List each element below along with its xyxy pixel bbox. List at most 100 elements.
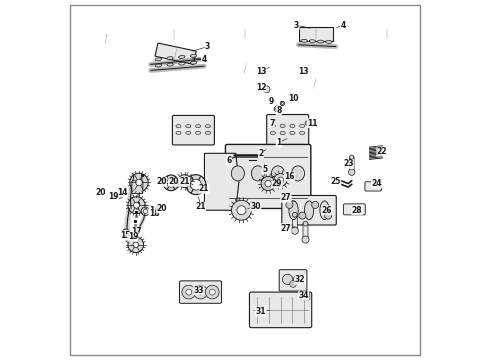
FancyBboxPatch shape — [267, 114, 309, 146]
Text: 13: 13 — [256, 67, 266, 76]
Ellipse shape — [178, 55, 185, 58]
Ellipse shape — [300, 124, 305, 128]
Text: 32: 32 — [295, 275, 305, 284]
Circle shape — [312, 201, 319, 208]
Ellipse shape — [280, 124, 285, 128]
Text: 16: 16 — [284, 172, 294, 181]
Text: 15: 15 — [121, 231, 131, 240]
Text: 34: 34 — [298, 291, 309, 300]
Ellipse shape — [301, 39, 307, 42]
FancyBboxPatch shape — [343, 204, 365, 215]
Text: 21: 21 — [196, 202, 206, 211]
Ellipse shape — [289, 201, 298, 220]
Circle shape — [294, 275, 301, 283]
FancyBboxPatch shape — [303, 223, 308, 240]
Ellipse shape — [155, 64, 162, 67]
Circle shape — [123, 231, 128, 235]
Circle shape — [286, 201, 293, 208]
FancyBboxPatch shape — [279, 270, 307, 291]
Circle shape — [128, 237, 144, 253]
FancyBboxPatch shape — [299, 292, 310, 300]
Ellipse shape — [304, 201, 314, 220]
Circle shape — [231, 200, 251, 220]
Text: 6: 6 — [226, 156, 232, 165]
Circle shape — [265, 180, 271, 187]
Text: 14: 14 — [149, 206, 160, 215]
Text: 13: 13 — [298, 67, 309, 76]
Circle shape — [205, 285, 219, 299]
Circle shape — [178, 175, 191, 188]
Circle shape — [349, 155, 354, 159]
Circle shape — [324, 212, 332, 219]
Ellipse shape — [318, 40, 324, 43]
Circle shape — [305, 121, 309, 125]
Circle shape — [186, 175, 206, 195]
Circle shape — [133, 202, 140, 208]
FancyBboxPatch shape — [349, 157, 354, 173]
Ellipse shape — [292, 166, 305, 181]
Text: 11: 11 — [307, 118, 318, 127]
Text: 25: 25 — [331, 177, 341, 186]
Ellipse shape — [167, 57, 173, 60]
Circle shape — [291, 227, 298, 234]
Text: 18: 18 — [149, 209, 160, 218]
Ellipse shape — [290, 124, 295, 128]
Circle shape — [274, 174, 287, 186]
Circle shape — [194, 285, 207, 299]
Text: 24: 24 — [371, 179, 382, 188]
Circle shape — [299, 212, 306, 219]
Text: 21: 21 — [179, 177, 190, 186]
Text: 12: 12 — [256, 83, 266, 92]
Ellipse shape — [186, 131, 191, 134]
Text: 28: 28 — [352, 206, 363, 215]
Text: 10: 10 — [288, 94, 298, 103]
Text: 1: 1 — [276, 138, 281, 147]
Text: 3: 3 — [294, 21, 299, 30]
Circle shape — [130, 173, 148, 192]
Circle shape — [237, 206, 246, 215]
Circle shape — [197, 289, 203, 295]
Text: 7: 7 — [269, 118, 274, 127]
Text: 8: 8 — [276, 106, 281, 115]
Text: 22: 22 — [377, 147, 387, 156]
Text: 26: 26 — [321, 206, 332, 215]
Circle shape — [186, 289, 192, 295]
Ellipse shape — [190, 54, 196, 57]
Polygon shape — [299, 27, 333, 41]
Circle shape — [290, 281, 296, 287]
Circle shape — [136, 179, 142, 186]
Text: 30: 30 — [250, 202, 261, 211]
Circle shape — [275, 107, 278, 110]
Circle shape — [182, 285, 196, 299]
FancyBboxPatch shape — [132, 181, 143, 194]
Ellipse shape — [205, 125, 210, 128]
Circle shape — [281, 103, 283, 104]
Text: 27: 27 — [281, 224, 291, 233]
Ellipse shape — [326, 41, 332, 44]
Text: 20: 20 — [156, 204, 167, 213]
Text: 17: 17 — [131, 227, 142, 236]
Ellipse shape — [167, 63, 173, 66]
Circle shape — [118, 192, 122, 196]
Circle shape — [274, 106, 280, 112]
FancyBboxPatch shape — [225, 144, 311, 208]
Text: 19: 19 — [108, 192, 119, 201]
Ellipse shape — [270, 131, 275, 135]
Text: 20: 20 — [169, 177, 179, 186]
Text: 14: 14 — [117, 188, 127, 197]
Text: 3: 3 — [205, 42, 210, 51]
Circle shape — [116, 190, 123, 198]
Circle shape — [280, 102, 285, 105]
FancyBboxPatch shape — [172, 116, 215, 145]
Text: 27: 27 — [281, 193, 291, 202]
Ellipse shape — [251, 166, 265, 181]
Circle shape — [278, 177, 284, 183]
Circle shape — [133, 242, 139, 248]
Circle shape — [143, 209, 147, 213]
FancyBboxPatch shape — [249, 292, 312, 328]
FancyBboxPatch shape — [282, 195, 336, 225]
Text: 19: 19 — [128, 233, 138, 242]
Circle shape — [261, 176, 275, 191]
Ellipse shape — [320, 201, 329, 220]
Text: 29: 29 — [272, 179, 282, 188]
